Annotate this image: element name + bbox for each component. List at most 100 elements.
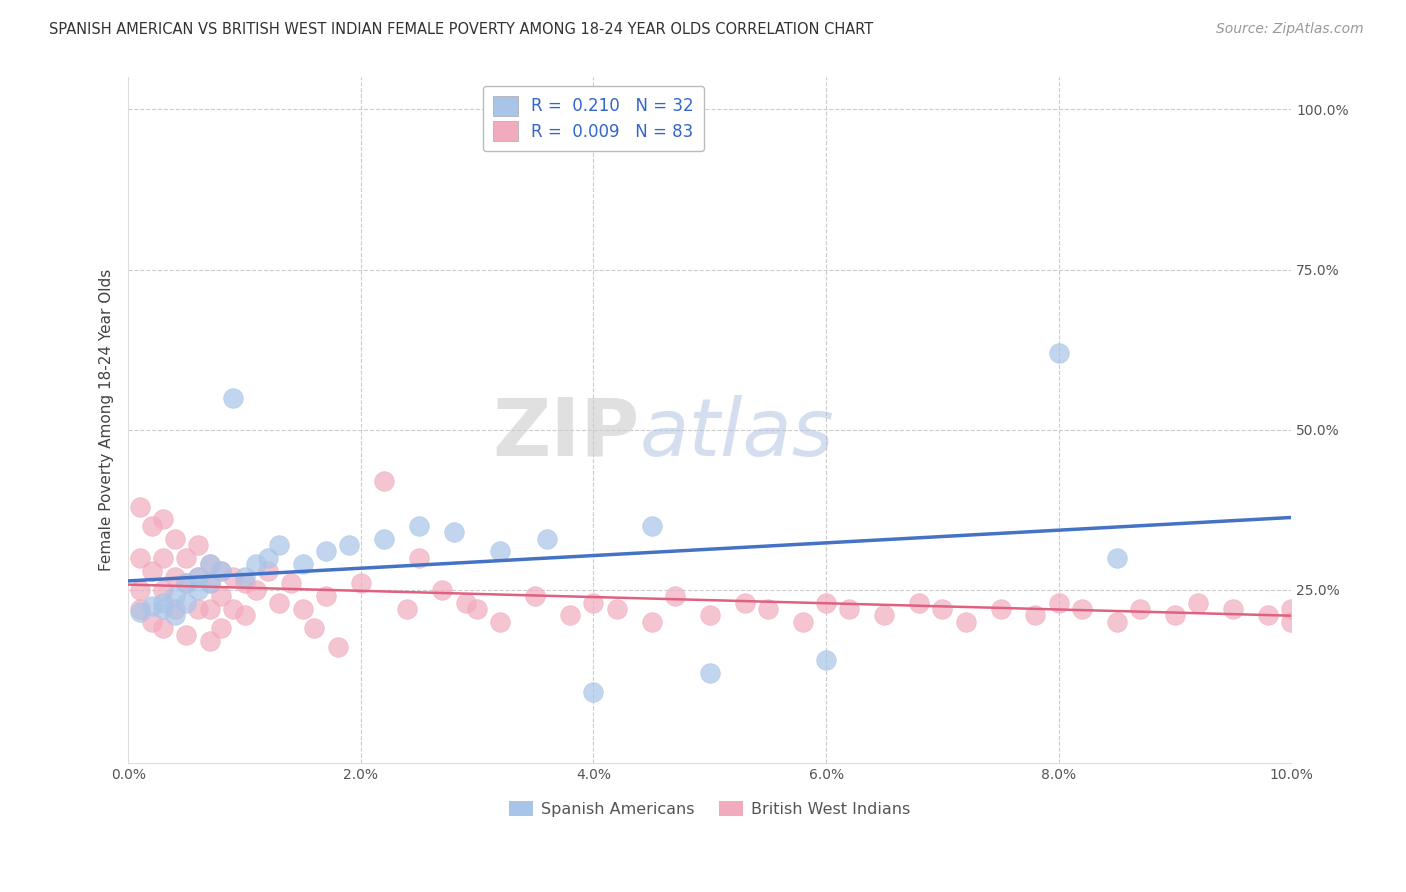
Point: [1339, 608, 1361, 623]
Point: [990, 602, 1012, 616]
Point: [1105, 615, 1128, 629]
Point: [269, 538, 291, 552]
Point: [1292, 596, 1315, 610]
Point: [350, 576, 373, 591]
Point: [792, 615, 814, 629]
Point: [245, 582, 267, 597]
Point: [373, 532, 395, 546]
Point: [141, 518, 163, 533]
Point: [187, 582, 209, 597]
Point: [269, 596, 291, 610]
Point: [280, 576, 302, 591]
Point: [1024, 608, 1046, 623]
Point: [1071, 602, 1094, 616]
Text: SPANISH AMERICAN VS BRITISH WEST INDIAN FEMALE POVERTY AMONG 18-24 YEAR OLDS COR: SPANISH AMERICAN VS BRITISH WEST INDIAN …: [49, 22, 873, 37]
Point: [187, 602, 209, 616]
Point: [699, 608, 721, 623]
Point: [128, 582, 150, 597]
Point: [931, 602, 953, 616]
Point: [582, 685, 605, 699]
Point: [489, 615, 512, 629]
Point: [256, 550, 278, 565]
Point: [664, 589, 686, 603]
Point: [1279, 615, 1302, 629]
Point: [815, 596, 838, 610]
Text: atlas: atlas: [640, 395, 835, 473]
Point: [256, 564, 278, 578]
Point: [163, 589, 186, 603]
Point: [152, 582, 174, 597]
Point: [465, 602, 488, 616]
Point: [315, 544, 337, 558]
Point: [1315, 596, 1337, 610]
Point: [291, 558, 314, 572]
Point: [1187, 596, 1209, 610]
Point: [187, 570, 209, 584]
Point: [128, 602, 150, 616]
Point: [873, 608, 896, 623]
Point: [128, 550, 150, 565]
Point: [209, 621, 232, 635]
Point: [209, 589, 232, 603]
Point: [176, 628, 198, 642]
Point: [443, 525, 465, 540]
Point: [304, 621, 326, 635]
Point: [326, 640, 349, 655]
Point: [198, 558, 221, 572]
Point: [396, 602, 419, 616]
Point: [1129, 602, 1152, 616]
Point: [1164, 608, 1187, 623]
Point: [560, 608, 582, 623]
Point: [815, 653, 838, 667]
Point: [1279, 602, 1302, 616]
Point: [187, 538, 209, 552]
Point: [245, 558, 267, 572]
Point: [1257, 608, 1279, 623]
Point: [640, 615, 662, 629]
Point: [209, 564, 232, 578]
Point: [1361, 596, 1384, 610]
Point: [734, 596, 756, 610]
Point: [141, 615, 163, 629]
Point: [222, 602, 245, 616]
Point: [838, 602, 860, 616]
Point: [233, 570, 256, 584]
Point: [1327, 602, 1350, 616]
Point: [955, 615, 977, 629]
Point: [222, 570, 245, 584]
Point: [152, 602, 174, 616]
Point: [152, 596, 174, 610]
Point: [163, 602, 186, 616]
Point: [1350, 602, 1372, 616]
Point: [163, 570, 186, 584]
Point: [640, 518, 662, 533]
Point: [291, 602, 314, 616]
Point: [198, 576, 221, 591]
Point: [536, 532, 558, 546]
Text: Source: ZipAtlas.com: Source: ZipAtlas.com: [1216, 22, 1364, 37]
Point: [1303, 602, 1326, 616]
Point: [408, 550, 430, 565]
Point: [152, 512, 174, 526]
Point: [454, 596, 477, 610]
Point: [163, 608, 186, 623]
Point: [524, 589, 547, 603]
Point: [337, 538, 360, 552]
Point: [315, 589, 337, 603]
Point: [152, 550, 174, 565]
Point: [128, 605, 150, 619]
Point: [1222, 602, 1244, 616]
Text: ZIP: ZIP: [492, 395, 640, 473]
Point: [373, 474, 395, 488]
Point: [1047, 346, 1070, 360]
Point: [606, 602, 628, 616]
Point: [1292, 608, 1315, 623]
Point: [152, 621, 174, 635]
Point: [408, 518, 430, 533]
Point: [187, 570, 209, 584]
Point: [198, 634, 221, 648]
Point: [1105, 550, 1128, 565]
Point: [222, 391, 245, 405]
Point: [756, 602, 779, 616]
Point: [176, 576, 198, 591]
